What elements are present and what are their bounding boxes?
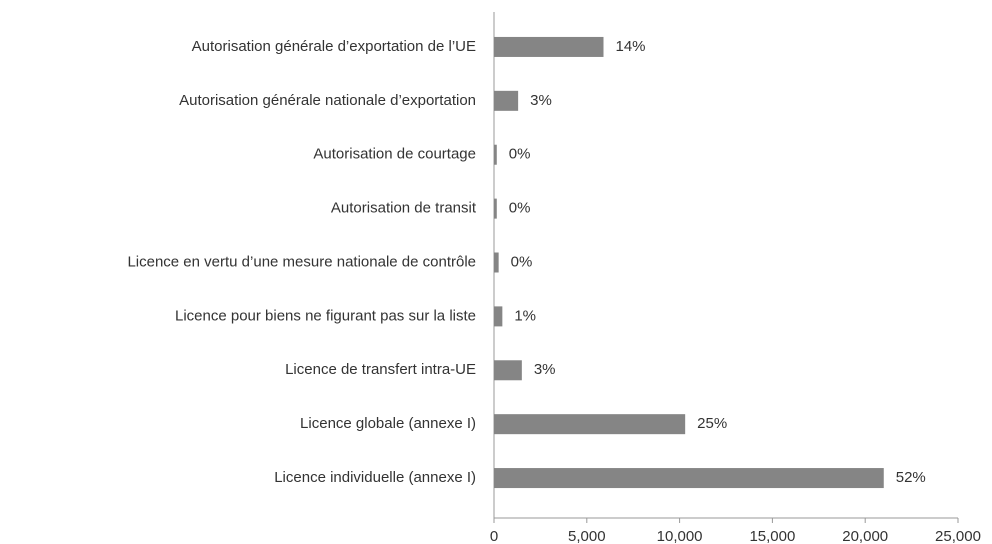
value-label: 52% [896, 469, 926, 486]
value-label: 3% [534, 361, 556, 378]
bar [494, 90, 519, 111]
bar [494, 414, 686, 435]
category-label: Licence en vertu d’une mesure nationale … [127, 253, 476, 270]
value-label: 0% [509, 146, 531, 163]
x-tick-label: 10,000 [657, 528, 703, 544]
category-label: Licence pour biens ne figurant pas sur l… [175, 307, 476, 324]
value-label: 1% [514, 307, 536, 324]
bar [494, 198, 497, 219]
x-tick-label: 25,000 [935, 528, 981, 544]
category-label: Licence globale (annexe I) [300, 415, 476, 432]
category-label: Autorisation générale d’exportation de l… [192, 38, 476, 55]
x-tick-label: 5,000 [568, 528, 606, 544]
bar [494, 360, 522, 381]
category-label: Licence de transfert intra-UE [285, 361, 476, 378]
bar [494, 144, 497, 165]
value-label: 25% [697, 415, 727, 432]
bar [494, 306, 503, 327]
x-tick-label: 15,000 [749, 528, 795, 544]
value-label: 3% [530, 92, 552, 109]
value-label: 0% [509, 200, 531, 217]
bar [494, 252, 499, 273]
x-tick-label: 20,000 [842, 528, 888, 544]
bar [494, 468, 884, 489]
category-label: Autorisation de transit [331, 200, 477, 217]
category-label: Autorisation générale nationale d’export… [179, 92, 476, 109]
category-label: Licence individuelle (annexe I) [274, 469, 476, 486]
value-label: 0% [511, 253, 533, 270]
x-tick-label: 0 [490, 528, 498, 544]
bar [494, 36, 604, 57]
category-label: Autorisation de courtage [313, 146, 476, 163]
value-label: 14% [616, 38, 646, 55]
